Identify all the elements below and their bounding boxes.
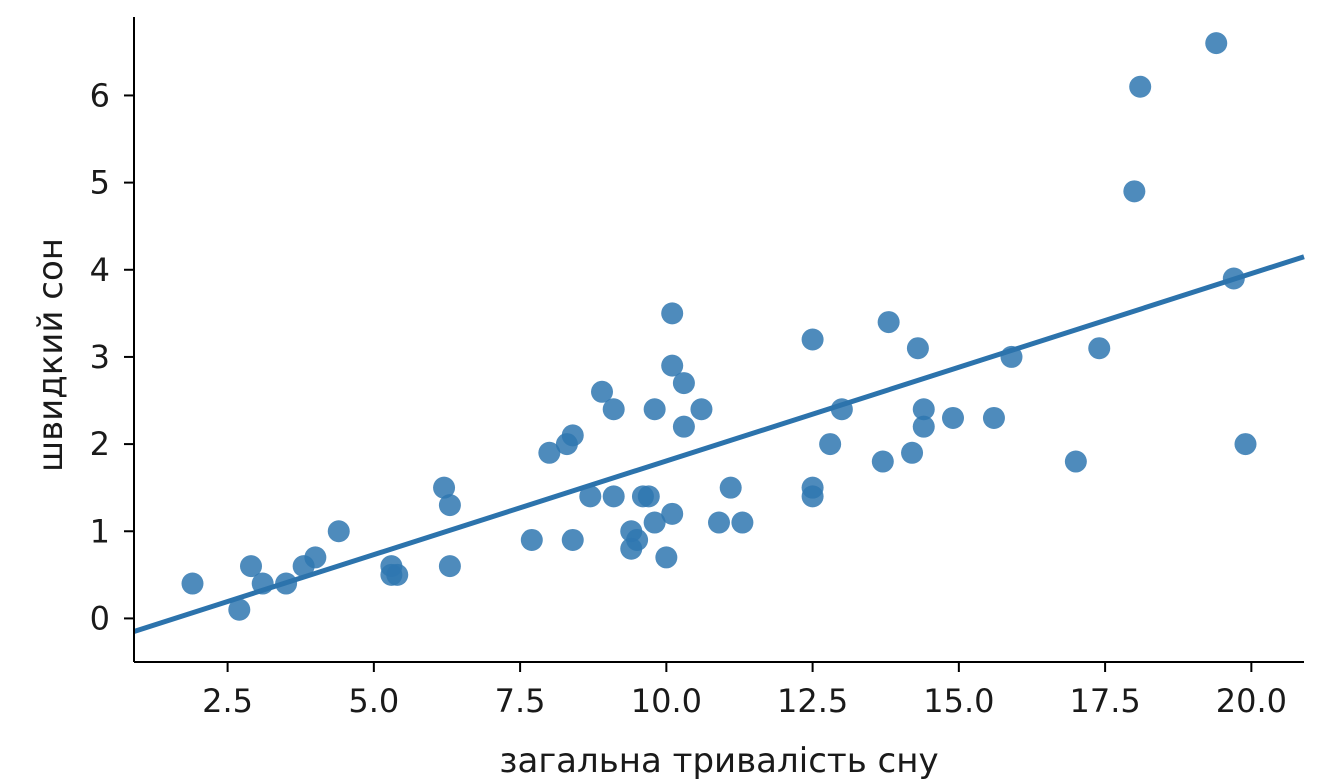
data-point [912, 398, 935, 421]
data-point [438, 494, 461, 517]
data-point [672, 415, 695, 438]
data-point [579, 485, 602, 508]
y-tick-label: 2 [90, 425, 110, 463]
data-point [643, 511, 666, 534]
x-axis-title: загальна тривалість сну [499, 741, 938, 781]
points-layer [181, 32, 1257, 621]
x-tick-label: 15.0 [923, 682, 994, 720]
data-point [801, 485, 824, 508]
data-point [591, 380, 613, 403]
data-point [643, 398, 666, 421]
x-tick-label: 17.5 [1069, 682, 1140, 720]
y-tick-label: 5 [90, 164, 110, 202]
data-point [538, 441, 561, 464]
x-tick-label: 2.5 [202, 682, 253, 720]
data-point [871, 450, 894, 473]
data-point [181, 572, 204, 595]
data-point [819, 433, 842, 456]
data-point [719, 476, 742, 499]
data-point [942, 406, 964, 429]
data-point [661, 302, 684, 325]
data-point [228, 598, 251, 621]
data-point [386, 563, 409, 586]
data-point [731, 511, 754, 534]
y-tick-label: 3 [90, 338, 110, 376]
data-point [982, 406, 1005, 429]
data-point [637, 485, 660, 508]
data-point [661, 502, 684, 525]
data-point [655, 546, 678, 569]
data-point [672, 372, 695, 395]
data-point [1064, 450, 1087, 473]
data-point [912, 415, 935, 438]
data-point [801, 328, 824, 351]
data-point [433, 476, 456, 499]
data-point [327, 520, 350, 543]
data-point [1088, 337, 1111, 360]
data-point [708, 511, 730, 534]
data-point [1234, 433, 1257, 456]
y-tick-label: 4 [90, 251, 110, 289]
data-point [906, 337, 929, 360]
y-tick-label: 0 [90, 599, 110, 637]
data-point [561, 528, 584, 551]
data-point [561, 424, 584, 447]
data-point [1123, 180, 1146, 203]
y-axis-ticks: 0 1 2 3 4 5 6 [90, 76, 134, 637]
y-tick-label: 6 [90, 76, 110, 114]
data-point [1205, 32, 1228, 55]
x-tick-label: 5.0 [348, 682, 399, 720]
regression-line [133, 254, 1305, 634]
x-tick-label: 12.5 [777, 682, 848, 720]
data-point [626, 528, 649, 551]
data-point [690, 398, 713, 421]
data-point [520, 528, 543, 551]
y-axis-title: швидкий сон [31, 238, 71, 472]
data-point [877, 311, 900, 334]
x-tick-label: 10.0 [631, 682, 702, 720]
data-point [304, 546, 327, 569]
data-point [438, 555, 461, 578]
x-tick-label: 20.0 [1216, 682, 1287, 720]
data-point [1129, 75, 1152, 98]
data-point [602, 398, 625, 421]
y-tick-label: 1 [90, 512, 110, 550]
data-point [240, 555, 262, 578]
data-point [901, 441, 924, 464]
x-tick-label: 7.5 [495, 682, 546, 720]
x-axis-ticks: 2.5 5.0 7.5 10.0 12.5 15.0 17.5 20.0 [202, 662, 1287, 720]
data-point [661, 354, 684, 377]
data-point [602, 485, 625, 508]
